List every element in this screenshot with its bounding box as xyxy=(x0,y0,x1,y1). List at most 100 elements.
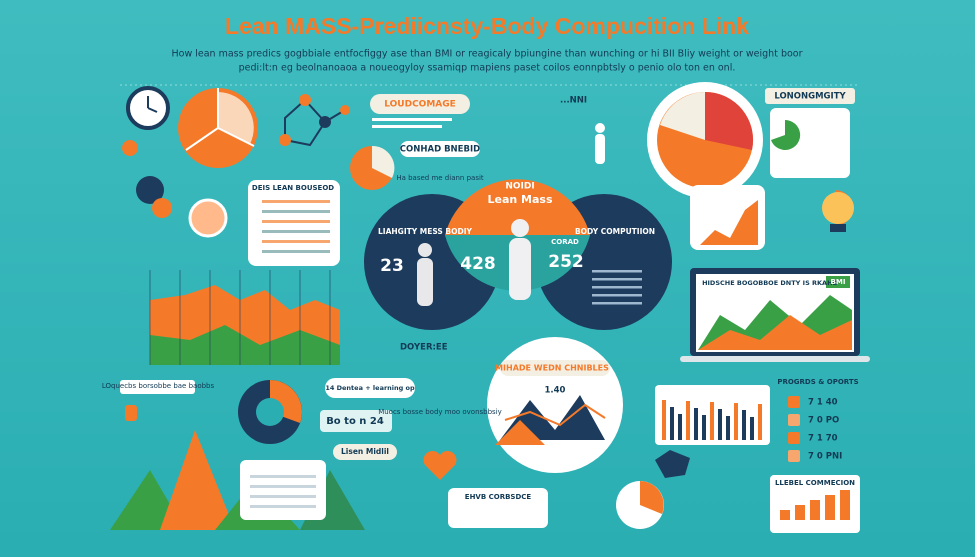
note: EHVB CORBSDCE xyxy=(465,493,532,501)
tag: CONHAD BNEBID xyxy=(400,145,480,155)
figure xyxy=(417,258,433,306)
icon xyxy=(125,405,137,421)
venn-center-value: 428 xyxy=(460,254,496,274)
box-text: Lisen Midlil xyxy=(341,447,389,456)
text-lines xyxy=(250,505,316,508)
pie-lines xyxy=(185,88,255,151)
text-lines xyxy=(262,230,330,233)
venn-right-sub: CORAD xyxy=(551,238,579,246)
box xyxy=(320,410,392,432)
stats-list: 7 1 40 7 0 PO 7 1 70 7 0 PNI xyxy=(788,396,842,462)
label: ...NNI xyxy=(560,96,587,106)
title: Lean MASS-Prediicnsty-Body Compucition L… xyxy=(225,13,749,39)
figure-head xyxy=(511,219,529,237)
box-text: Bo to n 24 xyxy=(326,416,384,427)
pie xyxy=(771,119,801,150)
node xyxy=(279,134,291,146)
icon xyxy=(136,176,164,204)
bar xyxy=(670,407,674,440)
bar xyxy=(795,505,805,520)
bar xyxy=(662,400,666,440)
bar xyxy=(710,402,714,440)
card xyxy=(240,460,326,520)
laptop-badge: BMI xyxy=(831,278,846,286)
panel xyxy=(487,337,623,473)
panel-title: MIHADE WEDN CHNIBLES xyxy=(495,364,609,373)
box xyxy=(325,378,415,398)
panel-band xyxy=(500,360,610,376)
box-text: 14 Dentea + learning op xyxy=(325,384,415,392)
card xyxy=(448,488,548,528)
icon xyxy=(122,140,138,156)
note: Ha based me diann pasit xyxy=(396,174,484,182)
figure xyxy=(509,238,531,300)
bar xyxy=(694,408,698,440)
pie-slice xyxy=(218,92,254,144)
text-lines xyxy=(262,240,330,243)
text-lines xyxy=(250,495,316,498)
clock-hand xyxy=(147,96,158,113)
bar xyxy=(840,490,850,520)
stats-title: PROGRDS & OPORTS xyxy=(777,378,858,386)
box xyxy=(333,444,397,460)
node xyxy=(299,94,311,106)
subtitle: How lean mass predics gogbbiale entfocfi… xyxy=(171,49,802,60)
subtitle: pedi:lt:n eg beolnanoaoa a noueogyloy ss… xyxy=(239,63,736,74)
figure-head xyxy=(418,243,432,257)
venn-right-title: BODY COMPUTIION xyxy=(575,227,655,236)
label: DOYER:EE xyxy=(400,343,448,353)
bulb-base xyxy=(830,224,846,232)
note: Muocs bosse body moo ovonsbbsiy xyxy=(378,408,502,416)
text-lines xyxy=(372,125,442,128)
text-lines xyxy=(262,250,330,253)
icon xyxy=(152,198,172,218)
venn-left-value: 23 xyxy=(380,256,404,276)
laptop-title: HIDSCHE BOGOBBOE DNTY IS RKAHD xyxy=(702,279,838,287)
node xyxy=(340,105,350,115)
panel-value: 1.40 xyxy=(545,386,566,396)
tag: LOUDCOMAGE xyxy=(384,100,456,110)
decorations xyxy=(110,82,870,533)
stats-icon xyxy=(788,450,800,462)
venn-center-title: Lean Mass xyxy=(487,193,552,206)
bar xyxy=(678,414,682,440)
heart xyxy=(423,450,457,480)
stats-icon xyxy=(788,396,800,408)
bar xyxy=(734,403,738,440)
text-lines xyxy=(592,302,642,305)
panel-title: LLEBEL COMMECION xyxy=(775,479,855,487)
icon xyxy=(188,198,228,238)
bar xyxy=(780,510,790,520)
stats-icon xyxy=(788,414,800,426)
venn-right-value: 252 xyxy=(548,252,584,272)
text-lines xyxy=(250,485,316,488)
bulb xyxy=(822,192,854,224)
bar xyxy=(810,500,820,520)
pie-slice xyxy=(640,481,664,514)
mountain xyxy=(495,420,545,445)
bar xyxy=(718,409,722,440)
donut-hole xyxy=(256,398,284,426)
stats-row: 7 1 40 xyxy=(808,398,838,408)
pie-slice xyxy=(660,92,705,140)
stats-row: 7 0 PO xyxy=(808,416,839,426)
card xyxy=(120,380,195,394)
card-title: DEIS LEAN BOUSEOD xyxy=(252,184,334,192)
note: LOquecbs borsobbe bae baobbs xyxy=(102,382,215,390)
figure-head xyxy=(595,123,605,133)
tag-box xyxy=(765,88,855,104)
area xyxy=(698,315,852,350)
text-lines xyxy=(262,220,330,223)
venn-center-label: NOIDI xyxy=(505,182,534,192)
mountain xyxy=(160,430,235,530)
text-lines xyxy=(250,475,316,478)
stats-icon xyxy=(788,432,800,444)
laptop-base xyxy=(680,356,870,362)
text-lines xyxy=(592,270,642,273)
text-lines xyxy=(592,278,642,281)
bar xyxy=(702,415,706,440)
area xyxy=(700,200,758,245)
bar xyxy=(825,495,835,520)
